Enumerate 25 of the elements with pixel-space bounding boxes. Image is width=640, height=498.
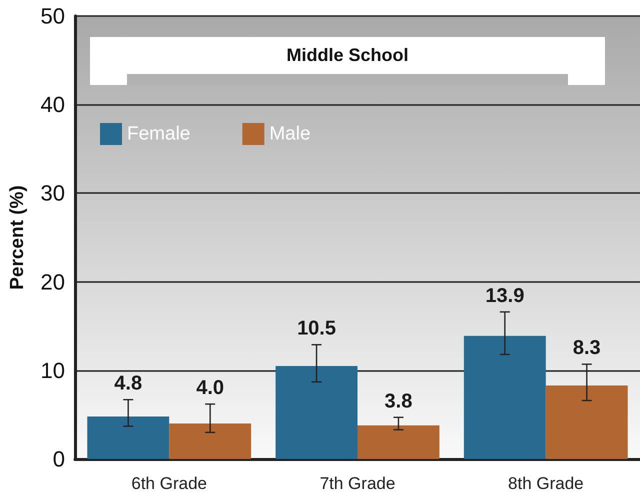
y-tick-label: 40	[40, 92, 65, 118]
data-label: 4.8	[114, 372, 142, 395]
data-label: 3.8	[384, 390, 412, 412]
y-axis-title: Percent (%)	[7, 185, 28, 290]
data-label: 4.0	[196, 377, 224, 400]
legend-label: Female	[127, 124, 190, 144]
text: Middle School	[285, 45, 410, 66]
x-tick-label: 6th Grade	[131, 474, 207, 493]
y-tick-label: 30	[40, 180, 65, 206]
bar	[276, 366, 358, 459]
bar	[464, 336, 546, 459]
data-label: 10.5	[297, 318, 336, 340]
legend-label: Male	[269, 124, 311, 144]
data-label: 8.3	[572, 337, 601, 360]
bar	[169, 424, 252, 459]
y-tick-label: 10	[40, 358, 65, 383]
y-tick-label: 20	[40, 269, 65, 294]
y-tick-label: 50	[40, 4, 65, 28]
x-tick-label: 8th Grade	[508, 474, 584, 493]
x-tick-label: 7th Grade	[320, 474, 396, 493]
bar	[358, 425, 440, 459]
bar	[87, 416, 170, 459]
data-label: 13.9	[485, 284, 524, 307]
y-tick-label: 0	[52, 446, 65, 472]
bar	[546, 385, 628, 459]
